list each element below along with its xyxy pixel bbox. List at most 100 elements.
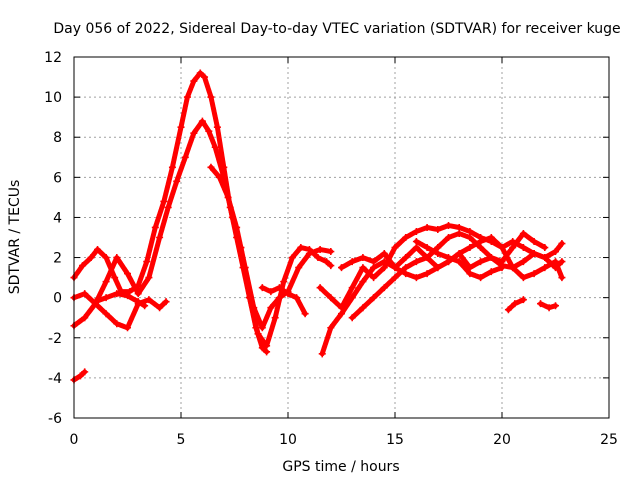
data-point bbox=[124, 292, 131, 300]
y-tick-label: 10 bbox=[44, 90, 62, 106]
series-track-n-markers bbox=[537, 300, 559, 312]
data-point bbox=[126, 288, 134, 296]
data-point bbox=[297, 244, 305, 252]
series-track-h bbox=[317, 223, 565, 311]
y-tick-label: 0 bbox=[53, 291, 62, 307]
data-point bbox=[275, 284, 283, 292]
data-point bbox=[477, 238, 485, 246]
data-point bbox=[301, 310, 309, 318]
data-point bbox=[348, 294, 356, 302]
data-point bbox=[94, 246, 102, 254]
data-point bbox=[466, 244, 474, 252]
data-point bbox=[164, 203, 172, 211]
data-point bbox=[151, 223, 159, 231]
data-point bbox=[487, 254, 495, 262]
data-point bbox=[498, 258, 506, 266]
data-point bbox=[359, 304, 367, 312]
data-point bbox=[348, 258, 356, 266]
data-point bbox=[391, 244, 399, 252]
data-point bbox=[348, 314, 356, 322]
data-point bbox=[380, 250, 388, 258]
data-point bbox=[423, 270, 431, 278]
data-point bbox=[466, 270, 474, 278]
data-point bbox=[288, 254, 296, 262]
data-point bbox=[267, 288, 275, 296]
data-point bbox=[552, 302, 559, 310]
data-point bbox=[201, 73, 209, 81]
data-point bbox=[254, 330, 262, 338]
data-point bbox=[134, 298, 142, 306]
data-point bbox=[102, 278, 110, 286]
x-tick-label: 15 bbox=[386, 432, 404, 448]
data-point bbox=[113, 290, 121, 298]
data-point bbox=[445, 234, 452, 241]
data-point bbox=[81, 368, 89, 376]
data-point bbox=[477, 274, 485, 282]
data-point bbox=[348, 284, 356, 292]
data-point bbox=[177, 123, 185, 131]
data-point bbox=[183, 93, 191, 101]
data-point bbox=[205, 127, 213, 135]
data-point bbox=[181, 153, 189, 161]
data-point bbox=[271, 314, 279, 322]
data-point bbox=[173, 177, 181, 185]
data-point bbox=[267, 304, 275, 312]
data-point bbox=[145, 296, 153, 304]
data-point bbox=[338, 310, 345, 318]
data-point bbox=[434, 264, 442, 272]
x-tick-label: 10 bbox=[279, 432, 297, 448]
data-point bbox=[412, 274, 420, 282]
data-point bbox=[224, 193, 232, 201]
data-point bbox=[434, 244, 442, 252]
data-point bbox=[509, 264, 517, 272]
data-point bbox=[391, 264, 399, 272]
series-track-m-markers bbox=[504, 296, 527, 314]
data-point bbox=[445, 221, 452, 229]
data-point bbox=[541, 264, 549, 272]
data-point bbox=[318, 350, 326, 358]
data-point bbox=[402, 264, 410, 272]
data-point bbox=[316, 284, 324, 292]
data-point bbox=[250, 304, 258, 312]
data-point bbox=[530, 250, 538, 258]
data-point bbox=[102, 310, 110, 318]
data-point bbox=[293, 294, 301, 302]
data-point bbox=[498, 244, 506, 252]
data-point bbox=[156, 304, 164, 312]
data-point bbox=[280, 278, 288, 286]
data-point bbox=[519, 296, 527, 304]
data-point bbox=[519, 274, 527, 282]
data-point bbox=[190, 129, 198, 137]
data-point bbox=[477, 244, 485, 252]
data-point bbox=[207, 93, 215, 101]
grid-layer bbox=[74, 57, 609, 418]
data-point bbox=[91, 298, 99, 306]
data-point bbox=[558, 240, 566, 248]
data-point bbox=[380, 258, 388, 266]
data-point bbox=[211, 143, 219, 151]
data-point bbox=[284, 290, 292, 298]
data-point bbox=[134, 290, 142, 298]
data-point bbox=[552, 258, 559, 266]
x-axis-label: GPS time / hours bbox=[282, 459, 399, 475]
data-point bbox=[359, 278, 367, 286]
data-point bbox=[190, 77, 198, 85]
data-point bbox=[207, 163, 215, 171]
data-point bbox=[160, 197, 168, 205]
series-track-g-markers bbox=[258, 284, 309, 318]
data-point bbox=[391, 274, 399, 282]
data-point bbox=[359, 264, 367, 272]
x-tick-label: 20 bbox=[493, 432, 511, 448]
data-point bbox=[423, 254, 431, 262]
chart-title: Day 056 of 2022, Sidereal Day-to-day VTE… bbox=[53, 21, 620, 37]
data-point bbox=[314, 254, 322, 262]
data-point bbox=[102, 294, 110, 302]
series-track-d-markers bbox=[91, 290, 149, 310]
data-point bbox=[380, 264, 388, 272]
data-point bbox=[81, 314, 89, 322]
series-layer bbox=[70, 69, 566, 384]
data-point bbox=[423, 244, 431, 252]
data-point bbox=[76, 372, 84, 380]
data-point bbox=[434, 225, 442, 233]
series-track-c bbox=[71, 291, 169, 331]
